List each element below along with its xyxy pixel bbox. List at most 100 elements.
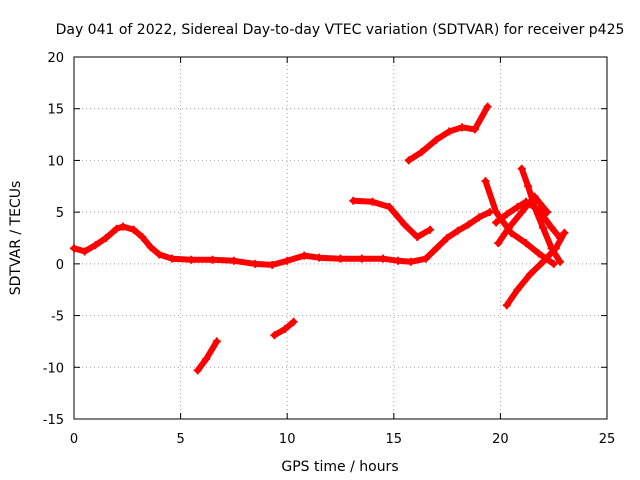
data-point-marker xyxy=(502,301,511,310)
data-point-marker xyxy=(534,249,543,258)
data-point-marker xyxy=(91,241,100,250)
data-point-marker xyxy=(464,220,473,229)
data-point-marker xyxy=(492,218,501,227)
y-tick-label: -5 xyxy=(51,310,64,325)
data-point-marker xyxy=(494,239,503,248)
data-point-marker xyxy=(443,234,452,242)
data-point-marker xyxy=(481,177,490,186)
data-point-marker xyxy=(119,222,128,231)
y-tick-label: 0 xyxy=(56,258,64,273)
data-point-marker xyxy=(336,254,345,263)
x-tick-label: 15 xyxy=(386,432,403,447)
data-point-marker xyxy=(283,256,292,265)
data-point-marker xyxy=(524,182,533,191)
data-point-marker xyxy=(521,239,530,248)
data-point-marker xyxy=(368,197,377,206)
data-point-marker xyxy=(357,254,366,263)
x-tick-label: 5 xyxy=(176,432,184,447)
axis-ticks: 0 5 10 15 20 25 -15 -10 -5 0 5 10 15 20 xyxy=(43,51,616,447)
data-point-marker xyxy=(432,244,441,253)
data-point-marker xyxy=(300,251,309,260)
series-plateau-13h xyxy=(349,196,435,241)
series-trace xyxy=(503,229,568,309)
series-dip-7h xyxy=(193,337,221,375)
x-tick-label: 20 xyxy=(492,432,509,447)
data-point-marker xyxy=(138,232,147,241)
data-point-marker xyxy=(129,225,138,234)
data-point-marker xyxy=(560,228,569,237)
data-point-marker xyxy=(379,254,388,263)
plot-frame xyxy=(73,56,608,420)
data-point-marker xyxy=(187,255,196,264)
data-point-marker xyxy=(404,156,413,165)
series-trace xyxy=(482,178,557,267)
data-point-marker xyxy=(193,366,202,375)
x-tick-label: 10 xyxy=(279,432,296,447)
data-point-marker xyxy=(426,225,435,234)
data-point-marker xyxy=(212,337,221,346)
data-point-marker xyxy=(551,244,560,253)
data-point-marker xyxy=(539,257,548,266)
data-point-marker xyxy=(517,164,526,173)
data-point-marker xyxy=(229,256,238,265)
data-point-marker xyxy=(421,254,430,263)
data-point-marker xyxy=(70,244,78,253)
data-point-marker xyxy=(268,260,277,269)
data-point-marker xyxy=(492,208,501,217)
data-point-marker xyxy=(315,253,324,262)
data-point-marker xyxy=(432,135,441,144)
y-tick-label: -15 xyxy=(43,413,64,428)
chart-title: Day 041 of 2022, Sidereal Day-to-day VTE… xyxy=(56,22,625,38)
data-point-marker xyxy=(417,148,426,157)
data-point-marker xyxy=(168,254,177,263)
y-tick-label: 15 xyxy=(47,103,64,118)
data-point-marker xyxy=(400,220,409,229)
data-point-marker xyxy=(504,223,513,232)
series-late-e xyxy=(494,192,552,248)
data-point-marker xyxy=(112,224,121,233)
data-point-marker xyxy=(458,123,467,132)
data-point-marker xyxy=(549,259,558,268)
data-point-marker xyxy=(547,223,556,232)
data-point-marker xyxy=(146,243,155,252)
data-point-marker xyxy=(530,202,539,211)
y-tick-label: -10 xyxy=(43,361,64,376)
data-point-marker xyxy=(445,127,454,136)
series-late-d xyxy=(502,228,569,310)
data-point-marker xyxy=(251,259,260,268)
data-point-marker xyxy=(526,270,535,279)
data-point-marker xyxy=(101,234,110,242)
data-point-marker xyxy=(483,102,492,111)
data-point-marker xyxy=(80,247,89,256)
data-point-marker xyxy=(530,192,539,201)
data-point-marker xyxy=(513,202,522,211)
data-point-marker xyxy=(517,208,526,217)
data-point-marker xyxy=(513,285,522,294)
x-axis-label: GPS time / hours xyxy=(281,459,398,475)
data-point-marker xyxy=(208,255,217,264)
data-point-marker xyxy=(394,256,403,265)
data-point-marker xyxy=(289,317,298,326)
data-point-marker xyxy=(539,223,548,232)
x-tick-label: 0 xyxy=(70,432,78,447)
series-main-track xyxy=(70,208,494,269)
data-point-marker xyxy=(270,331,279,340)
data-point-marker xyxy=(406,257,415,266)
data-point-marker xyxy=(413,232,422,241)
data-point-marker xyxy=(349,196,358,205)
data-point-marker xyxy=(155,250,164,259)
data-point-marker xyxy=(281,325,290,334)
data-point-marker xyxy=(202,355,211,364)
data-point-marker xyxy=(475,213,484,222)
data-point-marker xyxy=(385,202,394,211)
series-late-c xyxy=(481,177,558,268)
series-dip-10h xyxy=(270,317,298,340)
series-high-track xyxy=(404,102,492,165)
data-point-marker xyxy=(502,210,511,219)
data-points xyxy=(70,102,569,375)
data-point-marker xyxy=(543,208,552,217)
y-tick-label: 10 xyxy=(47,154,64,169)
data-point-marker xyxy=(556,257,565,266)
y-tick-label: 5 xyxy=(56,206,64,221)
